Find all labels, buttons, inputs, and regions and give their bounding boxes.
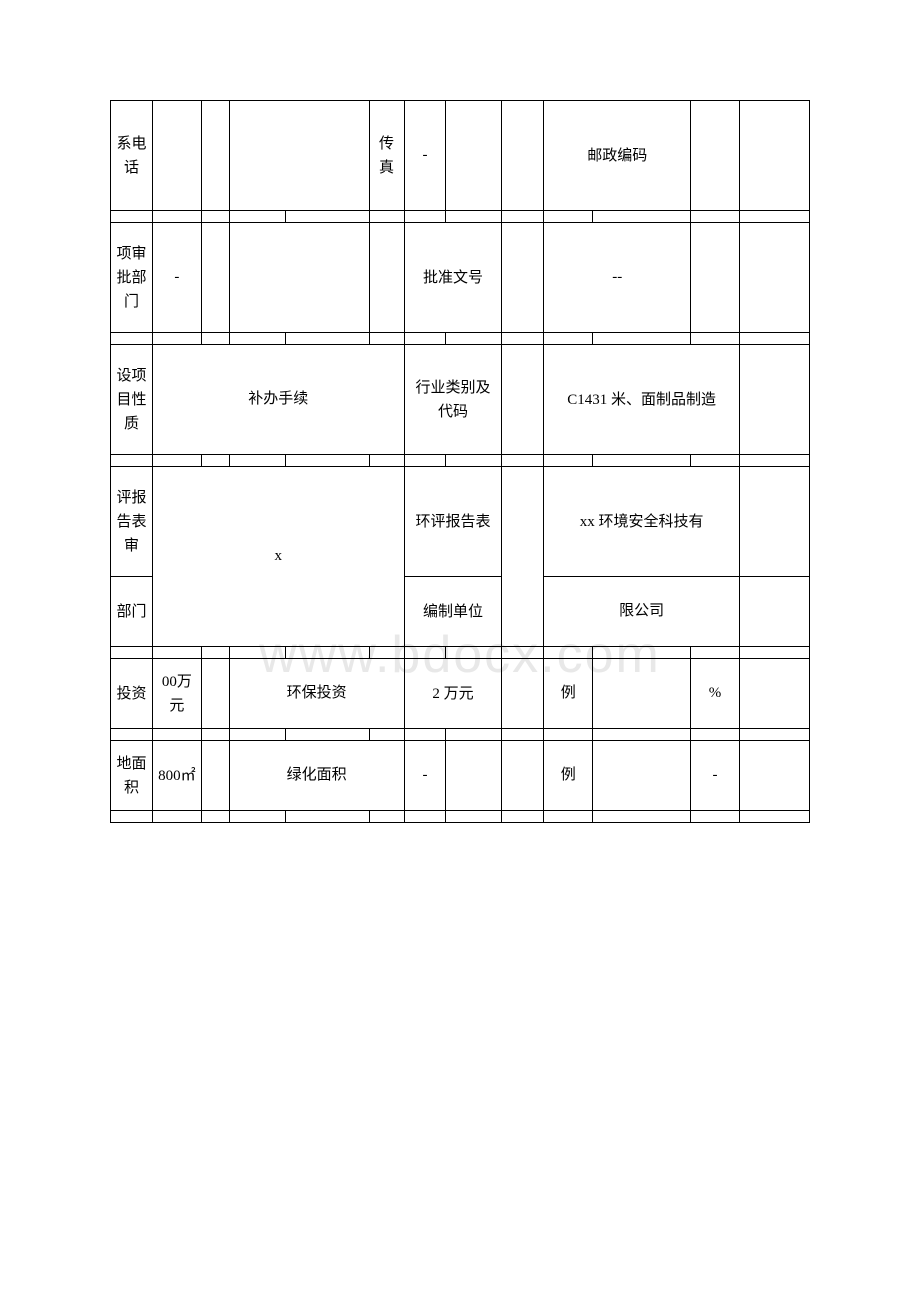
cell: [229, 223, 369, 333]
cell: 补办手续: [152, 345, 404, 455]
cell: [740, 577, 810, 647]
cell: [593, 741, 691, 811]
label-compile-unit: 编制单位: [404, 577, 502, 647]
cell: 800㎡: [152, 741, 201, 811]
spacer-row: [111, 333, 810, 345]
cell: [201, 659, 229, 729]
cell: [229, 101, 369, 211]
cell: 2 万元: [404, 659, 502, 729]
label-report-review: 评报告表审: [111, 467, 153, 577]
cell: [740, 345, 810, 455]
label-investment: 投资: [111, 659, 153, 729]
cell: [446, 741, 502, 811]
cell: [446, 101, 502, 211]
label-approval-no: 批准文号: [404, 223, 502, 333]
label-approval-dept: 项审批部门: [111, 223, 153, 333]
cell: -: [404, 101, 446, 211]
cell: [740, 741, 810, 811]
cell: [201, 101, 229, 211]
cell: [152, 101, 201, 211]
label-env-investment: 环保投资: [229, 659, 404, 729]
cell: [502, 223, 544, 333]
table-row: 系电话 传真 - 邮政编码: [111, 101, 810, 211]
cell: --: [544, 223, 691, 333]
table-row: 评报告表审 x 环评报告表 xx 环境安全科技有: [111, 467, 810, 577]
label-green-area: 绿化面积: [229, 741, 404, 811]
cell: C1431 米、面制品制造: [544, 345, 740, 455]
cell: [201, 223, 229, 333]
label-dept: 部门: [111, 577, 153, 647]
label-project-nature: 设项目性质: [111, 345, 153, 455]
label-area: 地面积: [111, 741, 153, 811]
label-phone: 系电话: [111, 101, 153, 211]
cell: -: [152, 223, 201, 333]
spacer-row: [111, 729, 810, 741]
label-postcode: 邮政编码: [544, 101, 691, 211]
cell: x: [152, 467, 404, 647]
table-row: 地面积 800㎡ 绿化面积 - 例 -: [111, 741, 810, 811]
label-fax: 传真: [369, 101, 404, 211]
cell: [369, 223, 404, 333]
cell: [740, 659, 810, 729]
cell: [740, 467, 810, 577]
spacer-row: [111, 811, 810, 823]
spacer-row: [111, 647, 810, 659]
spacer-row: [111, 455, 810, 467]
cell: 限公司: [544, 577, 740, 647]
cell: 00万元: [152, 659, 201, 729]
cell: [740, 101, 810, 211]
cell: [502, 741, 544, 811]
cell: [691, 223, 740, 333]
cell: [593, 659, 691, 729]
table-row: 项审批部门 - 批准文号 --: [111, 223, 810, 333]
cell: [691, 101, 740, 211]
cell: [502, 345, 544, 455]
table-row: 设项目性质 补办手续 行业类别及代码 C1431 米、面制品制造: [111, 345, 810, 455]
label-env-report: 环评报告表: [404, 467, 502, 577]
label-ratio: 例: [544, 659, 593, 729]
label-percent: %: [691, 659, 740, 729]
table-row: 投资 00万元 环保投资 2 万元 例 %: [111, 659, 810, 729]
cell: [502, 467, 544, 647]
form-table: 系电话 传真 - 邮政编码 项审批部门 - 批准文号 -- 设项目性质 补办手续…: [110, 100, 810, 823]
cell: [740, 223, 810, 333]
label-industry-code: 行业类别及代码: [404, 345, 502, 455]
cell: -: [404, 741, 446, 811]
cell: xx 环境安全科技有: [544, 467, 740, 577]
cell: -: [691, 741, 740, 811]
spacer-row: [111, 211, 810, 223]
cell: [502, 659, 544, 729]
cell: [502, 101, 544, 211]
label-ratio: 例: [544, 741, 593, 811]
cell: [201, 741, 229, 811]
